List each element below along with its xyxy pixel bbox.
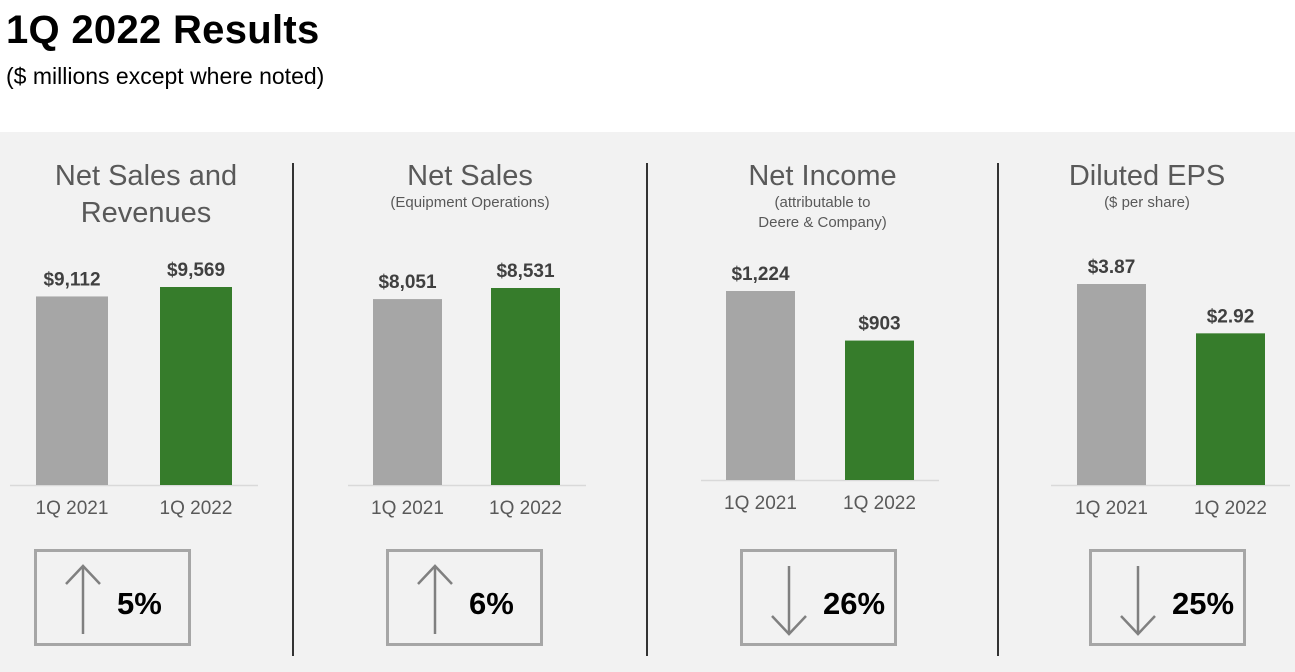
bar-chart: $9,112 1Q 2021 $9,569 1Q 2022 xyxy=(10,260,258,519)
data-label: $9,569 xyxy=(167,260,225,281)
chart-note: (attributable to xyxy=(774,194,871,211)
change-box: 6% xyxy=(386,549,543,646)
category-tick-label: 1Q 2021 xyxy=(724,493,797,514)
panel-divider xyxy=(646,163,648,656)
chart-panel: Net Sales and Revenues $9,112 1Q 2021 $9,569… xyxy=(0,132,292,672)
chart-note: (Equipment Operations) xyxy=(390,194,550,211)
chart-title: Revenues xyxy=(80,197,212,229)
arrow-up-icon xyxy=(417,564,453,634)
bar-1q-2022 xyxy=(160,287,232,485)
change-percent: 5% xyxy=(117,586,162,621)
chart-panel: Net Sales (Equipment Operations) $8,051 1Q … xyxy=(294,132,646,672)
page-title: 1Q 2022 Results xyxy=(6,8,320,52)
category-tick-label: 1Q 2022 xyxy=(1194,498,1267,519)
change-box: 25% xyxy=(1089,549,1246,646)
bar-chart: $1,224 1Q 2021 $903 1Q 2022 xyxy=(701,264,939,514)
bar-chart: $8,051 1Q 2021 $8,531 1Q 2022 xyxy=(348,261,586,519)
data-label: $9,112 xyxy=(43,269,100,290)
chart-title: Net Sales and xyxy=(54,160,238,192)
bar-1q-2022 xyxy=(845,340,914,480)
change-percent: 26% xyxy=(823,586,886,621)
bar-1q-2022 xyxy=(491,288,560,485)
change-box: 26% xyxy=(740,549,897,646)
panel-divider xyxy=(997,163,999,656)
data-label: $2.92 xyxy=(1207,306,1255,327)
bar-1q-2021 xyxy=(373,299,442,485)
bar-1q-2021 xyxy=(36,296,108,485)
chart-note: Deere & Company) xyxy=(758,214,887,231)
chart-title: Diluted EPS xyxy=(1068,160,1226,192)
category-tick-label: 1Q 2021 xyxy=(1075,498,1148,519)
data-label: $3.87 xyxy=(1088,257,1136,278)
bar-chart: $3.87 1Q 2021 $2.92 1Q 2022 xyxy=(1051,257,1290,519)
data-label: $1,224 xyxy=(731,264,790,285)
change-percent: 6% xyxy=(469,586,514,621)
arrow-down-icon xyxy=(1120,566,1156,636)
data-label: $903 xyxy=(858,314,900,335)
bar-1q-2021 xyxy=(1077,284,1146,485)
chart-note: ($ per share) xyxy=(1104,194,1190,211)
category-tick-label: 1Q 2021 xyxy=(36,498,109,519)
chart-title: Net Sales xyxy=(407,160,533,192)
chart-title: Net Income xyxy=(748,160,897,192)
change-percent: 25% xyxy=(1172,586,1235,621)
chart-panel: Net Income (attributable to Deere & Compan… xyxy=(648,132,997,672)
data-label: $8,531 xyxy=(496,261,555,282)
bar-1q-2022 xyxy=(1196,333,1265,485)
category-tick-label: 1Q 2021 xyxy=(371,498,444,519)
page-subtitle: ($ millions except where noted) xyxy=(6,63,325,89)
category-tick-label: 1Q 2022 xyxy=(843,493,916,514)
arrow-up-icon xyxy=(65,564,101,634)
change-box: 5% xyxy=(34,549,191,646)
category-tick-label: 1Q 2022 xyxy=(489,498,562,519)
chart-panel: Diluted EPS ($ per share) $3.87 1Q 2021 $2.9… xyxy=(999,132,1295,672)
arrow-down-icon xyxy=(771,566,807,636)
bar-1q-2021 xyxy=(726,291,795,480)
panel-divider xyxy=(292,163,294,656)
data-label: $8,051 xyxy=(378,272,437,293)
category-tick-label: 1Q 2022 xyxy=(160,498,233,519)
